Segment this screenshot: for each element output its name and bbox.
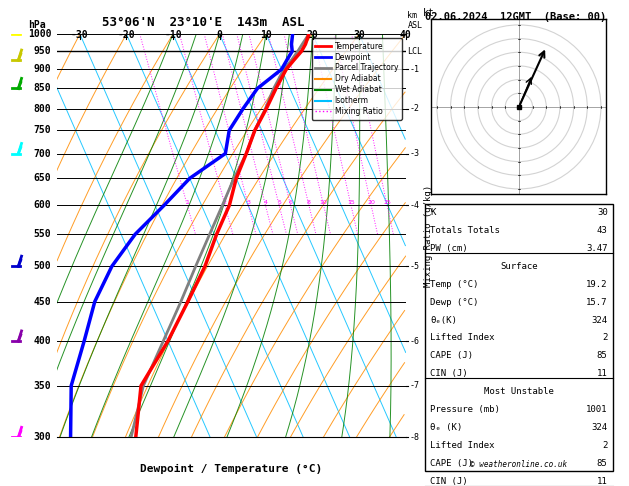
Text: 1000: 1000 [28, 29, 52, 39]
Text: 30: 30 [597, 208, 608, 217]
Text: -2: -2 [409, 104, 419, 113]
Text: 85: 85 [597, 351, 608, 361]
Text: Surface: Surface [500, 262, 538, 271]
Text: PW (cm): PW (cm) [430, 244, 468, 253]
Text: Lifted Index: Lifted Index [430, 441, 495, 450]
Text: hPa: hPa [28, 20, 46, 30]
Text: Lifted Index: Lifted Index [430, 333, 495, 343]
Text: 2: 2 [223, 200, 227, 205]
Text: 4: 4 [264, 200, 267, 205]
Text: 324: 324 [591, 315, 608, 325]
Text: 550: 550 [34, 229, 52, 239]
Text: Temp (°C): Temp (°C) [430, 280, 479, 289]
Text: CAPE (J): CAPE (J) [430, 459, 473, 468]
Text: 324: 324 [591, 423, 608, 432]
Text: 300: 300 [34, 433, 52, 442]
Text: 600: 600 [34, 200, 52, 210]
Text: 5: 5 [277, 200, 281, 205]
Text: 3: 3 [247, 200, 250, 205]
Text: 20: 20 [307, 30, 318, 40]
Text: 43: 43 [597, 226, 608, 235]
Text: 350: 350 [34, 381, 52, 391]
Text: © weatheronline.co.uk: © weatheronline.co.uk [470, 460, 567, 469]
Text: CIN (J): CIN (J) [430, 369, 468, 378]
Text: Totals Totals: Totals Totals [430, 226, 500, 235]
Text: Dewp (°C): Dewp (°C) [430, 297, 479, 307]
Text: 11: 11 [597, 477, 608, 486]
Text: -4: -4 [409, 201, 419, 209]
Text: 6: 6 [289, 200, 292, 205]
Text: 3.47: 3.47 [586, 244, 608, 253]
Text: -1: -1 [409, 65, 419, 74]
Text: 2: 2 [602, 441, 608, 450]
Text: 950: 950 [34, 46, 52, 56]
Text: Pressure (mb): Pressure (mb) [430, 405, 500, 414]
Text: 500: 500 [34, 261, 52, 271]
Text: km
ASL: km ASL [408, 11, 423, 30]
Text: 900: 900 [34, 64, 52, 74]
Text: 700: 700 [34, 149, 52, 158]
Text: θₑ(K): θₑ(K) [430, 315, 457, 325]
Text: -7: -7 [409, 381, 419, 390]
Text: -6: -6 [409, 336, 419, 346]
Text: 850: 850 [34, 84, 52, 93]
Text: 1001: 1001 [586, 405, 608, 414]
Text: K: K [430, 208, 436, 217]
Text: 19.2: 19.2 [586, 280, 608, 289]
Text: 800: 800 [34, 104, 52, 114]
Text: -5: -5 [409, 262, 419, 271]
Text: 1: 1 [186, 200, 189, 205]
Legend: Temperature, Dewpoint, Parcel Trajectory, Dry Adiabat, Wet Adiabat, Isotherm, Mi: Temperature, Dewpoint, Parcel Trajectory… [311, 38, 402, 120]
Text: 25: 25 [383, 200, 391, 205]
Text: -10: -10 [164, 30, 182, 40]
Text: 02.06.2024  12GMT  (Base: 00): 02.06.2024 12GMT (Base: 00) [425, 12, 606, 22]
Text: 650: 650 [34, 174, 52, 183]
Text: 53°06'N  23°10'E  143m  ASL: 53°06'N 23°10'E 143m ASL [102, 16, 304, 29]
Text: 10: 10 [260, 30, 272, 40]
Text: 15: 15 [347, 200, 355, 205]
Text: -20: -20 [118, 30, 135, 40]
Text: kt: kt [423, 8, 435, 18]
Text: 10: 10 [320, 200, 328, 205]
Text: Dewpoint / Temperature (°C): Dewpoint / Temperature (°C) [140, 464, 322, 474]
Text: 450: 450 [34, 296, 52, 307]
Text: -30: -30 [71, 30, 89, 40]
Text: CIN (J): CIN (J) [430, 477, 468, 486]
Text: θₑ (K): θₑ (K) [430, 423, 462, 432]
Text: -3: -3 [409, 149, 419, 158]
Text: 400: 400 [34, 336, 52, 346]
Text: LCL: LCL [408, 47, 423, 56]
Text: Most Unstable: Most Unstable [484, 387, 554, 396]
Text: 40: 40 [400, 30, 411, 40]
Text: 11: 11 [597, 369, 608, 378]
Text: 30: 30 [353, 30, 365, 40]
Text: 0: 0 [216, 30, 223, 40]
Text: 8: 8 [307, 200, 311, 205]
Text: CAPE (J): CAPE (J) [430, 351, 473, 361]
Text: 85: 85 [597, 459, 608, 468]
Text: 20: 20 [367, 200, 375, 205]
Text: 750: 750 [34, 125, 52, 136]
Text: -8: -8 [409, 433, 419, 442]
Text: Mixing Ratio (g/kg): Mixing Ratio (g/kg) [424, 185, 433, 287]
Text: 2: 2 [602, 333, 608, 343]
Text: 15.7: 15.7 [586, 297, 608, 307]
